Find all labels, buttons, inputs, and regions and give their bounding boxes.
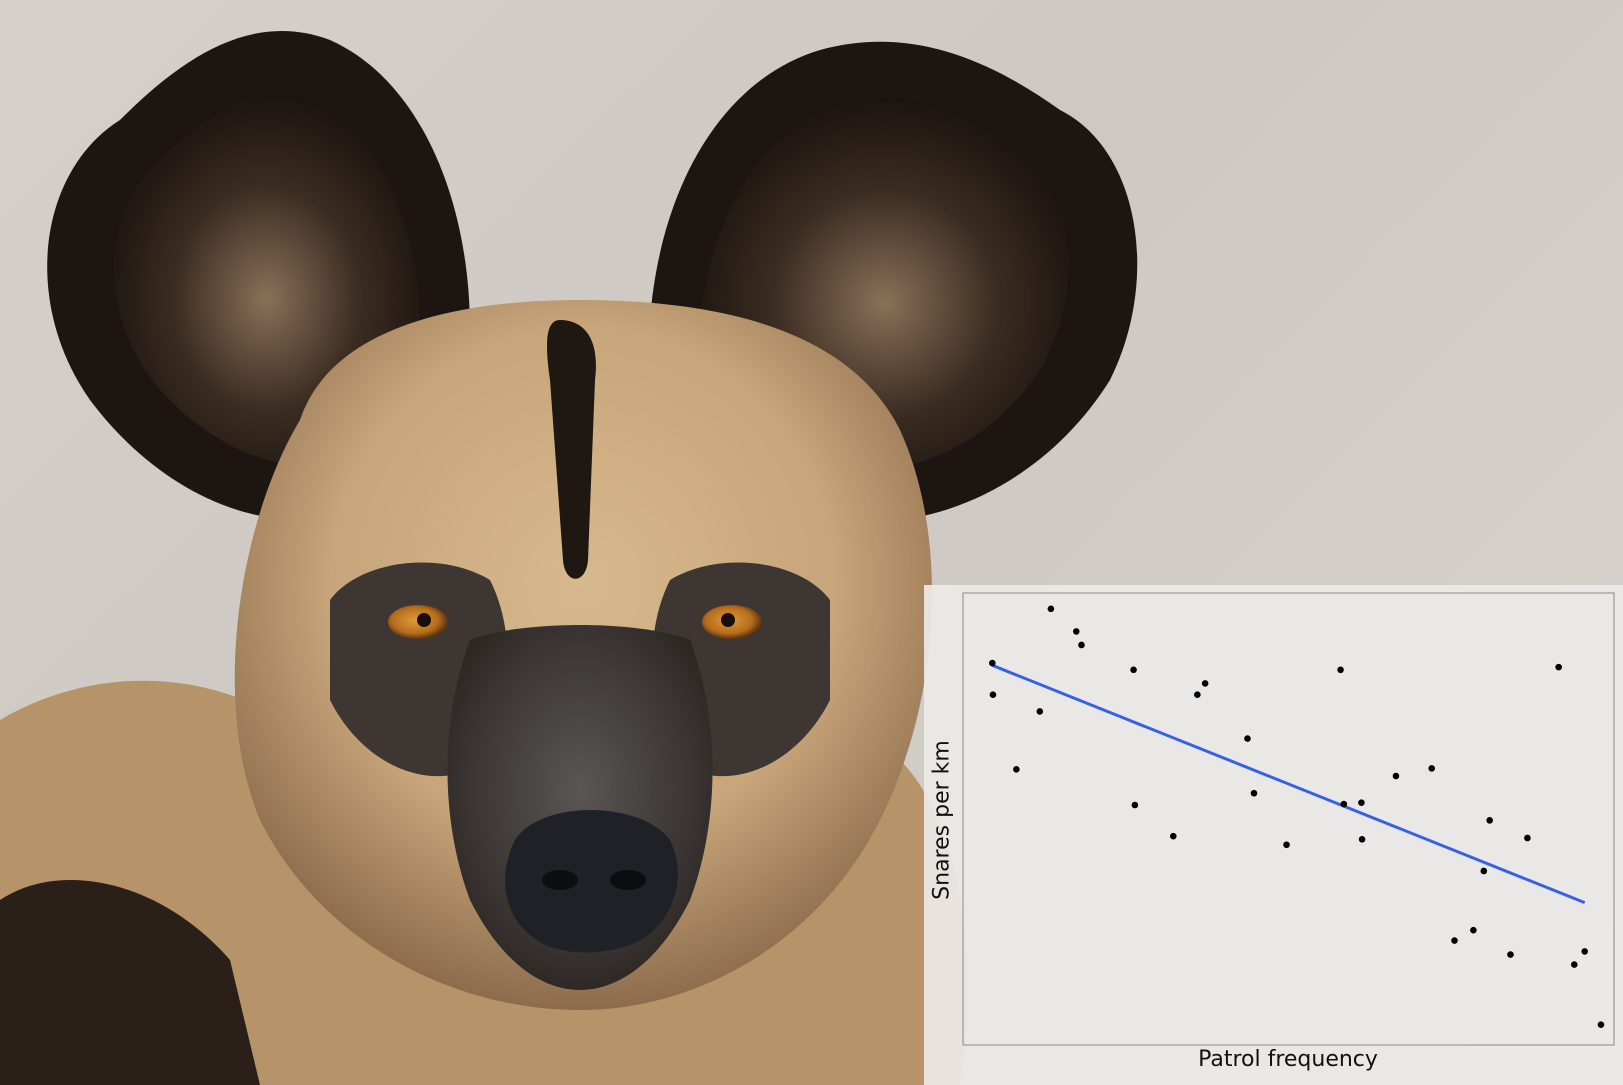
data-point bbox=[1013, 765, 1020, 773]
data-point bbox=[1358, 799, 1365, 807]
data-point bbox=[1524, 834, 1531, 842]
data-point bbox=[1507, 951, 1514, 958]
left-nostril bbox=[542, 870, 578, 890]
trend-layer bbox=[991, 663, 1586, 905]
right-pupil bbox=[721, 613, 735, 627]
data-point bbox=[1169, 832, 1177, 840]
data-point bbox=[1250, 789, 1258, 797]
chart-panel bbox=[924, 585, 1623, 1085]
data-point bbox=[1201, 680, 1209, 687]
data-point bbox=[1130, 666, 1137, 674]
data-point bbox=[1078, 641, 1085, 649]
data-point bbox=[1480, 867, 1488, 875]
data-point bbox=[988, 659, 996, 667]
points-layer bbox=[988, 605, 1605, 1028]
nose-shape bbox=[505, 810, 678, 953]
data-point bbox=[1337, 666, 1344, 674]
data-point bbox=[1486, 817, 1493, 824]
data-point bbox=[989, 691, 997, 698]
data-point bbox=[1036, 708, 1044, 715]
data-point bbox=[1555, 663, 1562, 671]
data-point bbox=[1283, 841, 1290, 849]
data-point bbox=[1451, 937, 1458, 944]
plot-frame bbox=[962, 592, 1615, 1046]
data-point bbox=[1470, 926, 1477, 934]
data-point bbox=[1194, 691, 1201, 698]
data-point bbox=[1597, 1021, 1605, 1028]
data-point bbox=[1244, 735, 1251, 742]
y-axis-label: Snares per km bbox=[929, 740, 955, 900]
trend-line bbox=[991, 663, 1586, 905]
x-axis-label: Patrol frequency bbox=[1198, 1047, 1378, 1072]
dark-fur-patch bbox=[0, 880, 260, 1085]
data-point bbox=[1131, 801, 1139, 809]
data-point bbox=[1072, 628, 1080, 635]
data-point bbox=[1358, 836, 1366, 843]
right-nostril bbox=[610, 870, 646, 890]
data-point bbox=[1392, 772, 1400, 780]
data-point bbox=[1428, 765, 1436, 772]
left-pupil bbox=[417, 613, 431, 627]
data-point bbox=[1581, 948, 1589, 955]
forehead-stripe bbox=[547, 320, 596, 579]
data-point bbox=[1570, 961, 1578, 968]
data-point bbox=[1047, 605, 1055, 613]
data-point bbox=[1340, 800, 1348, 808]
